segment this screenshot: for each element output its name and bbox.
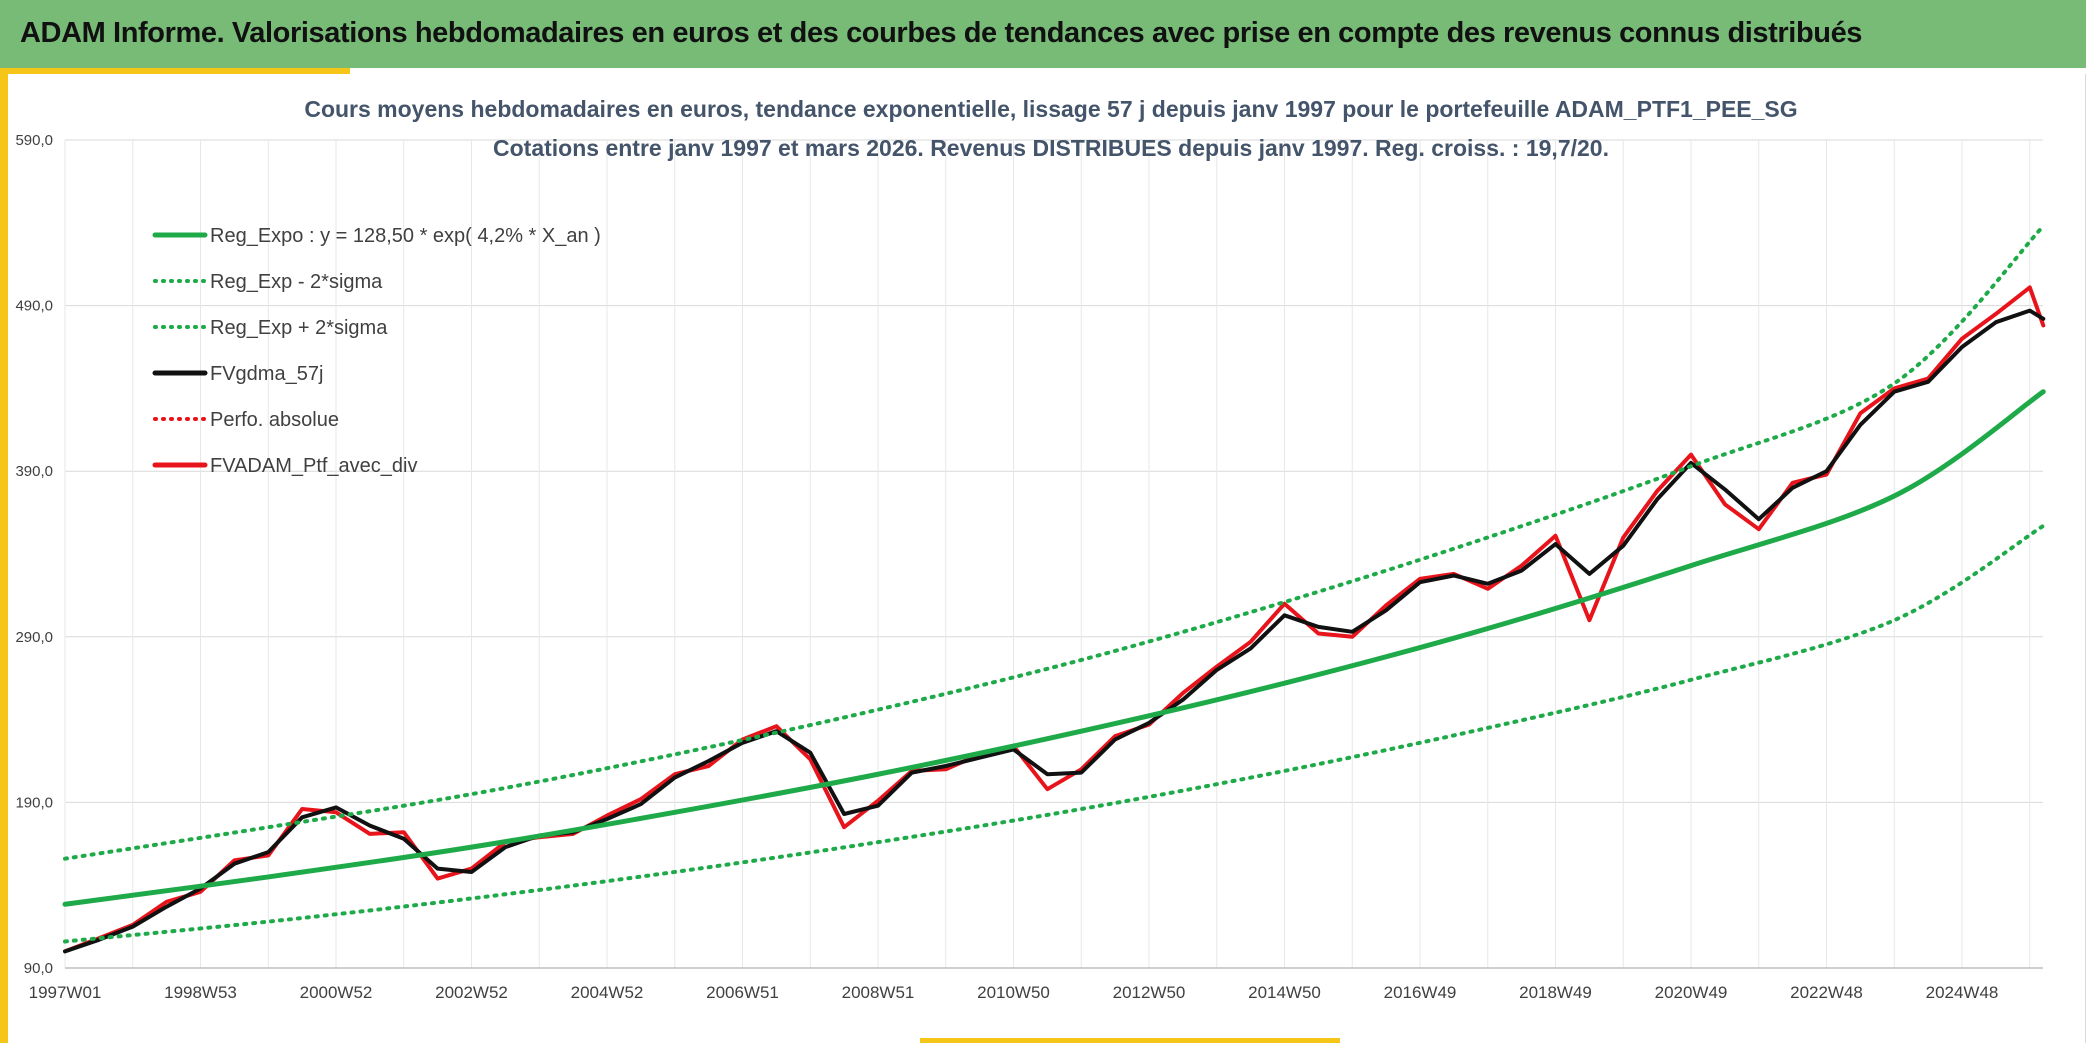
legend-label: Reg_Exp - 2*sigma xyxy=(210,271,383,293)
header-banner: ADAM Informe. Valorisations hebdomadaire… xyxy=(0,0,2086,68)
legend-label: Perfo. absolue xyxy=(210,409,339,431)
legend-label: Reg_Exp + 2*sigma xyxy=(210,317,388,339)
x-tick-label: 1998W53 xyxy=(164,983,237,1002)
series-lines xyxy=(62,224,2046,954)
legend-label: Reg_Expo : y = 128,50 * exp( 4,2% * X_an… xyxy=(210,225,601,247)
banner-title: ADAM Informe. Valorisations hebdomadaire… xyxy=(20,17,1863,49)
axis-ticks: 90,0 190,0 290,0 390,0 490,0 590,0 1997W01 1998… xyxy=(15,132,1998,1002)
x-tick-label: 2004W52 xyxy=(571,983,644,1002)
x-tick-label: 1997W01 xyxy=(29,983,102,1002)
x-tick-label: 2022W48 xyxy=(1790,983,1863,1002)
legend-label: FVADAM_Ptf_avec_div xyxy=(210,455,418,477)
series-line-reg-exp-plus-2sigma xyxy=(63,224,2046,861)
accent-stripe-top xyxy=(0,68,350,74)
x-tick-label: 2024W48 xyxy=(1926,983,1999,1002)
y-tick-label: 590,0 xyxy=(15,132,53,149)
x-tick-label: 2018W49 xyxy=(1519,983,1592,1002)
x-tick-label: 2000W52 xyxy=(300,983,373,1002)
legend-label: FVgdma_57j xyxy=(210,363,323,385)
x-tick-label: 2014W50 xyxy=(1248,983,1321,1002)
x-tick-label: 2002W52 xyxy=(435,983,508,1002)
x-tick-label: 2020W49 xyxy=(1655,983,1728,1002)
series-line-fvadam-ptf-avec-div xyxy=(63,285,2046,954)
x-tick-label: 2012W50 xyxy=(1113,983,1186,1002)
gridlines xyxy=(64,139,2043,969)
y-tick-label: 90,0 xyxy=(24,960,53,977)
chart-subtitle: Cotations entre janv 1997 et mars 2026. … xyxy=(493,135,1609,161)
series-line-reg-expo xyxy=(62,389,2046,907)
y-tick-label: 290,0 xyxy=(15,629,53,646)
series-line-reg-exp-minus-2sigma xyxy=(63,523,2046,944)
chart-legend: Reg_Expo : y = 128,50 * exp( 4,2% * X_an… xyxy=(152,225,601,477)
accent-stripe-bottom xyxy=(920,1038,1340,1043)
x-tick-label: 2008W51 xyxy=(842,983,915,1002)
y-tick-label: 490,0 xyxy=(15,298,53,315)
y-tick-label: 190,0 xyxy=(15,794,53,811)
x-tick-label: 2006W51 xyxy=(706,983,779,1002)
chart-title: Cours moyens hebdomadaires en euros, ten… xyxy=(304,96,1797,122)
accent-stripe-left xyxy=(0,68,8,1043)
series-line-fvgdma-57j xyxy=(63,308,2046,954)
x-tick-label: 2016W49 xyxy=(1384,983,1457,1002)
x-tick-label: 2010W50 xyxy=(977,983,1050,1002)
y-tick-label: 390,0 xyxy=(15,463,53,480)
